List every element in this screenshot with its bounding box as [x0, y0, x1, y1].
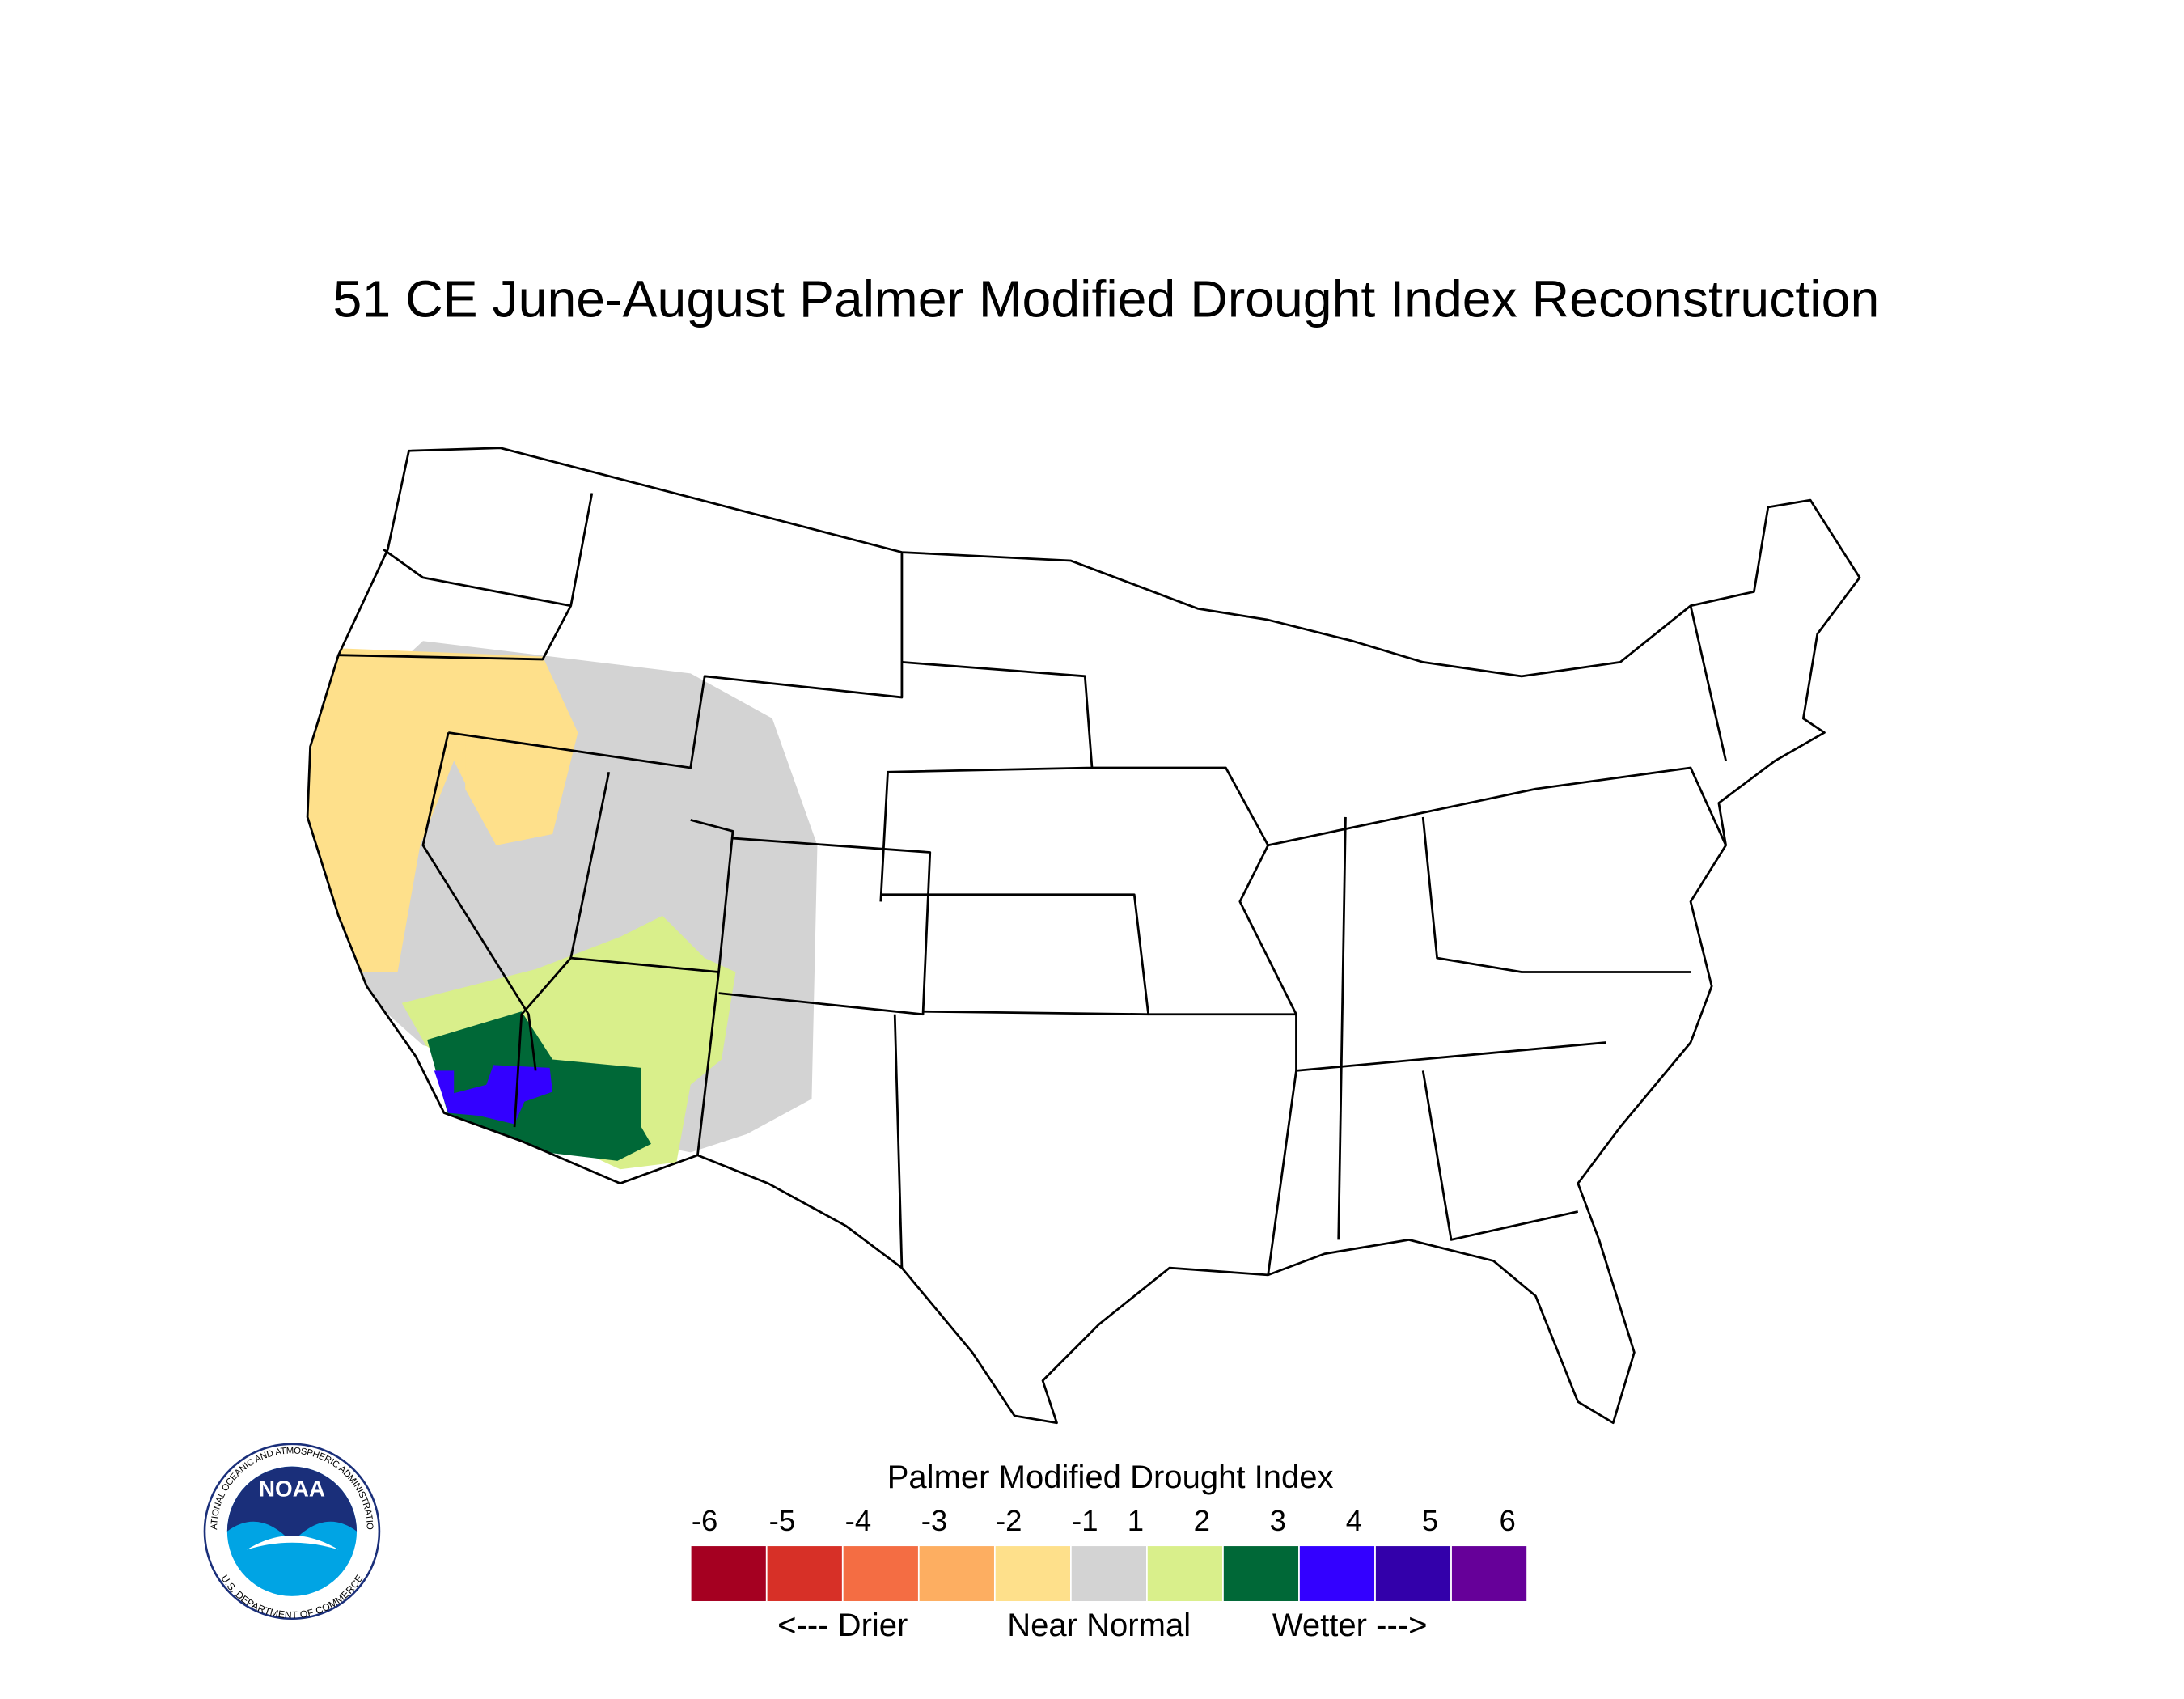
- legend-descriptor: Near Normal: [1007, 1608, 1191, 1643]
- legend-label: -1: [1072, 1504, 1098, 1537]
- legend-label: 3: [1270, 1504, 1286, 1537]
- logo-sky: [226, 1466, 358, 1543]
- legend-swatch: [689, 1544, 768, 1603]
- legend-swatch: [1146, 1544, 1224, 1603]
- logo-bird: [247, 1536, 339, 1550]
- legend-title: Palmer Modified Drought Index: [887, 1460, 1334, 1495]
- legend-label: 4: [1346, 1504, 1362, 1537]
- legend-label: 2: [1194, 1504, 1210, 1537]
- logo-name: NOAA: [259, 1477, 325, 1502]
- legend-label: -4: [845, 1504, 872, 1537]
- legend-swatch: [1222, 1544, 1300, 1603]
- state-borders: [338, 493, 1727, 1276]
- region-dry: [307, 647, 578, 972]
- legend-descriptor: <--- Drier: [777, 1608, 908, 1643]
- region-moist: [401, 915, 736, 1170]
- legend-label: 1: [1128, 1504, 1144, 1537]
- region-dry: [465, 732, 557, 845]
- legend-swatch: [1298, 1544, 1376, 1603]
- legend-swatch: [1450, 1544, 1528, 1603]
- legend-label: -2: [996, 1504, 1022, 1537]
- legend-label: -3: [921, 1504, 948, 1537]
- legend-label: -6: [692, 1504, 717, 1537]
- legend-label: 5: [1422, 1504, 1438, 1537]
- legend-swatch: [917, 1544, 996, 1603]
- legend-swatch: [993, 1544, 1072, 1603]
- legend-swatch: [1070, 1544, 1148, 1603]
- map-title: 51 CE June-August Palmer Modified Drough…: [333, 269, 1880, 328]
- us-map: [306, 447, 1861, 1425]
- region-very-wet: [434, 1065, 553, 1125]
- legend-label: 6: [1500, 1504, 1516, 1537]
- legend-label: -5: [769, 1504, 796, 1537]
- legend-swatch: [841, 1544, 920, 1603]
- legend-descriptor: Wetter --->: [1272, 1608, 1428, 1643]
- us-outline: [306, 447, 1861, 1425]
- drought-field: [307, 641, 818, 1170]
- legend-swatch: [765, 1544, 844, 1603]
- legend-swatch: [1374, 1544, 1452, 1603]
- legend: Palmer Modified Drought Index -6 -5 -4 -3 -2…: [689, 1460, 1528, 1643]
